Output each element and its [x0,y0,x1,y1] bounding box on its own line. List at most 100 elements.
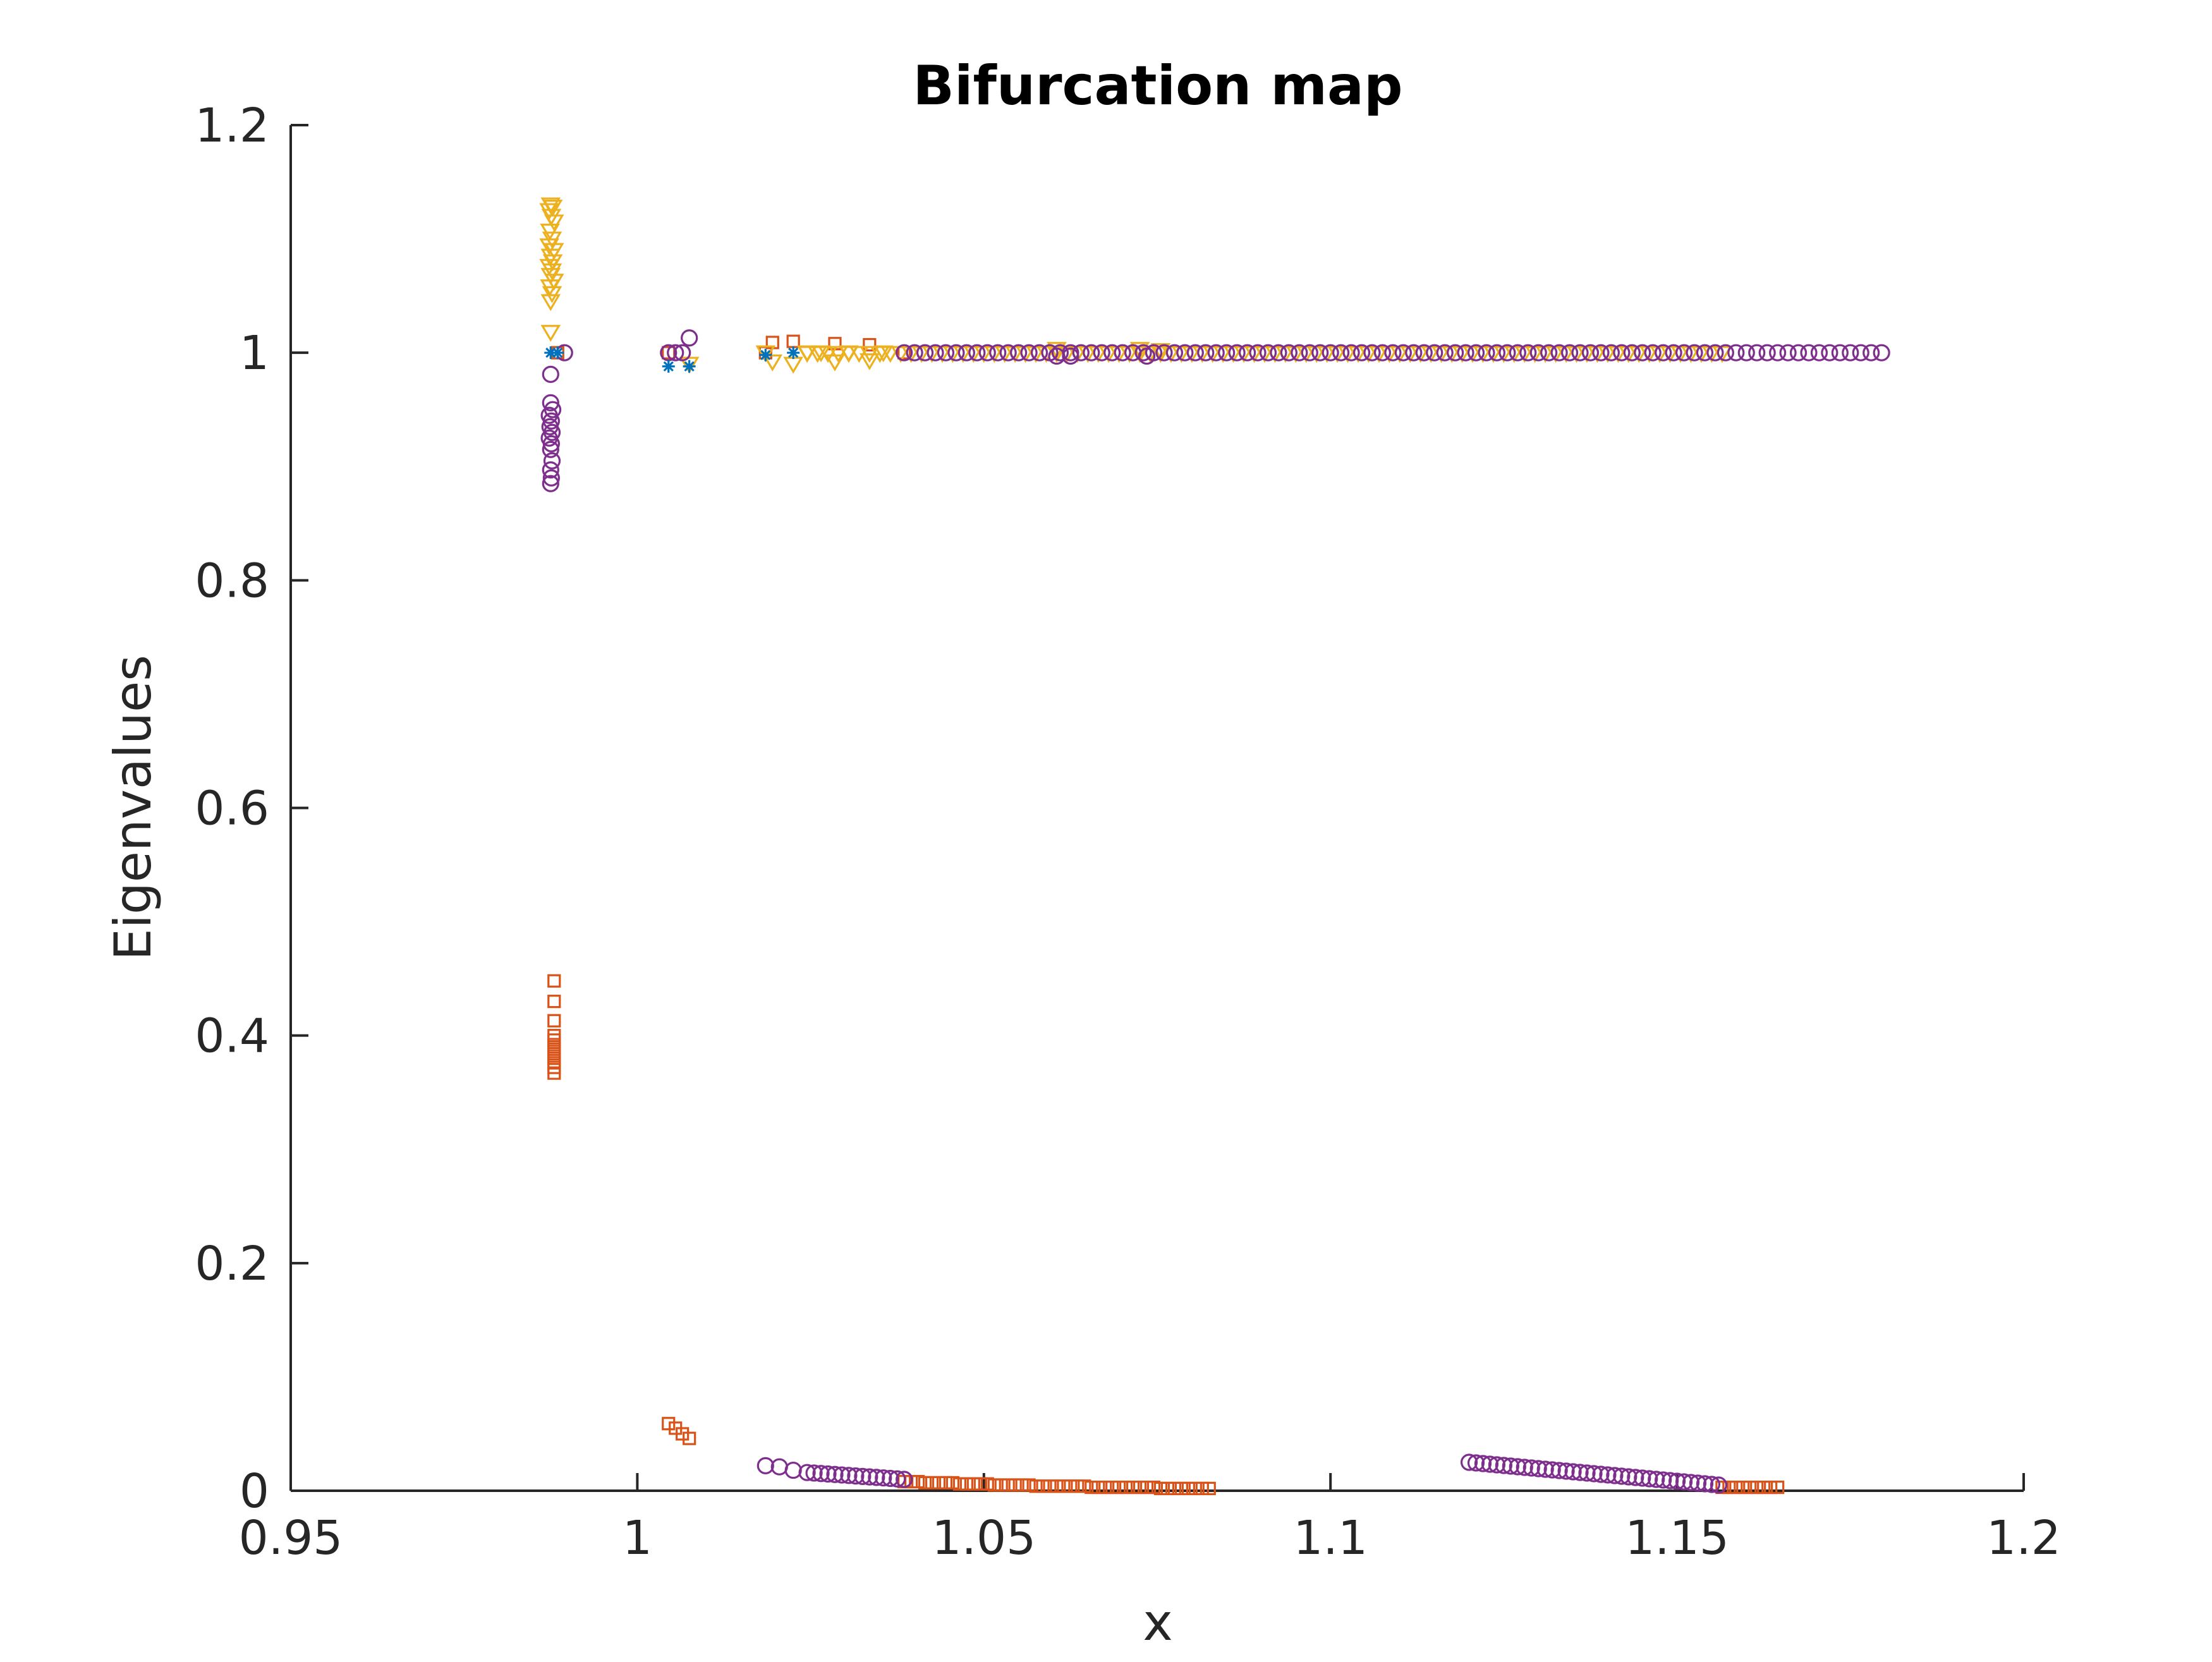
data-point-triangle [540,223,561,241]
data-point-triangle [542,200,563,217]
data-point-circle [896,344,913,361]
data-point-square [1188,1481,1202,1495]
data-point-circle [1863,344,1880,361]
data-point-square [1715,1480,1729,1495]
data-point-circle [840,1467,858,1484]
data-point-circle [1280,344,1297,361]
data-point-circle [1072,344,1090,361]
data-point-circle [1488,1456,1506,1474]
data-point-circle [784,1461,802,1479]
data-point-circle [1769,344,1787,361]
data-point-square [1029,1479,1043,1493]
data-point-circle [989,344,1007,361]
data-point-square [1112,1480,1126,1495]
data-point-circle [1686,344,1703,361]
data-point-circle [1727,344,1745,361]
data-point-circle [889,1470,906,1488]
x-tick-label: 1.15 [1625,1511,1729,1565]
data-point-square [1195,1481,1209,1495]
data-point-square [1743,1480,1757,1495]
data-point-circle [819,1465,837,1483]
data-point-circle [875,1469,892,1487]
data-point-square [1098,1480,1112,1495]
data-point-circle [1384,344,1402,361]
data-point-triangle [540,248,561,266]
data-point-square [1015,1478,1029,1492]
data-point-circle [1529,1460,1547,1477]
data-point-circle [1332,344,1350,361]
data-point-asterisk [544,346,557,360]
data-point-circle [1606,1467,1624,1484]
data-point-circle [1821,344,1838,361]
data-point-circle [1259,344,1277,361]
data-point-triangle [825,354,845,372]
data-point-square [1736,1480,1750,1495]
data-point-circle [1051,344,1069,361]
data-point-circle [543,452,561,470]
data-point-square [547,1014,561,1028]
data-point-circle [1648,1471,1665,1488]
data-point-circle [1737,344,1755,361]
data-point-circle [1662,1472,1679,1489]
data-point-square [966,1477,980,1491]
data-point-circle [1703,1476,1721,1493]
y-tick-label: 0.2 [195,1237,269,1291]
data-point-circle [1560,344,1579,361]
data-point-square [1022,1478,1036,1492]
data-point-circle [1706,344,1724,361]
data-point-circle [1093,344,1110,361]
data-point-circle [847,1467,865,1485]
data-point-square [1105,1480,1119,1495]
data-point-square [1001,1478,1015,1492]
data-point-circle [542,469,560,487]
data-point-circle [1696,1475,1714,1493]
y-tick-label: 0.8 [195,554,269,608]
data-point-circle [896,1471,913,1488]
data-point-circle [1467,1454,1485,1472]
data-point-circle [1352,344,1371,361]
x-tick-label: 1.05 [932,1511,1036,1565]
y-tick-label: 1 [240,326,269,380]
data-point-circle [916,344,934,361]
data-point-triangle [873,345,894,363]
data-point-square [547,974,561,988]
data-point-circle [1529,344,1547,361]
data-point-circle [927,344,944,361]
data-point-circle [1779,344,1797,361]
data-point-circle [1373,344,1392,361]
data-point-square [925,1476,939,1489]
data-point-asterisk [662,360,675,373]
data-point-circle [1509,1458,1526,1476]
data-point-square [1050,1479,1064,1493]
data-point-circle [1509,344,1526,361]
data-point-circle [1238,344,1256,361]
data-point-asterisk [787,346,800,360]
data-point-circle [1581,344,1600,361]
data-point-circle [1342,344,1360,361]
data-point-circle [542,461,559,479]
data-point-circle [1564,1463,1582,1481]
data-point-circle [1641,1470,1658,1488]
data-point-circle [1623,344,1641,361]
data-point-circle [1620,1468,1638,1486]
data-point-circle [1550,1462,1568,1479]
data-point-circle [1062,347,1079,365]
data-point-circle [1665,344,1682,361]
data-point-square [1139,1480,1154,1495]
data-point-circle [1138,347,1156,365]
data-point-circle [681,329,698,347]
data-point-circle [1103,344,1121,361]
data-point-circle [1048,347,1066,365]
data-point-circle [999,344,1017,361]
data-point-square [1167,1481,1182,1495]
data-point-circle [1228,344,1246,361]
data-point-circle [1436,344,1454,361]
data-point-square [994,1478,1008,1492]
data-point-triangle [542,286,562,303]
data-point-square [959,1477,973,1491]
data-point-circle [1540,344,1558,361]
data-point-circle [1467,344,1485,361]
data-point-circle [1165,344,1184,361]
data-point-circle [1655,1471,1672,1489]
data-point-circle [1474,1455,1492,1472]
